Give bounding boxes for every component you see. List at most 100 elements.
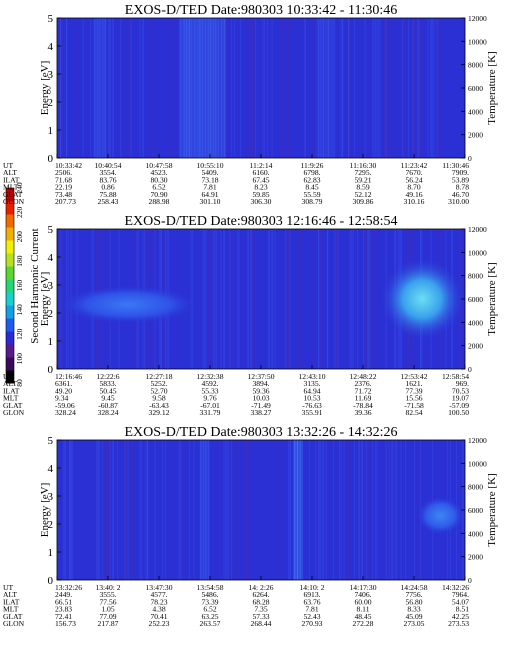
spectrogram-panel: EXOS-D/TED Date:980303 13:32:26 - 14:32:…	[3, 425, 498, 628]
orbit-row-value: 12:16:46	[55, 372, 82, 381]
y2-tick-label: 4000	[468, 529, 483, 538]
orbit-row-value: 14: 2:26	[248, 583, 273, 592]
colorbar-tick-label: 160	[15, 280, 24, 292]
spectrogram-feature	[298, 440, 300, 580]
orbit-row-label: GLAT	[3, 190, 23, 199]
orbit-row-value: 272.28	[353, 619, 374, 628]
orbit-row-value: 73.39	[201, 597, 218, 606]
orbit-row-value: 13:54:58	[196, 583, 223, 592]
orbit-row-value: 7964.	[452, 590, 469, 599]
spectrogram-feature	[184, 18, 186, 158]
y-tick-label: 2	[48, 308, 54, 320]
panel-title: EXOS-D/TED Date:980303 13:32:26 - 14:32:…	[125, 425, 398, 440]
colorbar-swatch	[6, 318, 14, 332]
y2-tick-label: 10000	[468, 248, 487, 257]
orbit-row-value: 64.94	[303, 386, 320, 395]
orbit-row-value: 70.41	[150, 612, 167, 621]
orbit-row-value: 19.07	[452, 394, 469, 403]
orbit-row-value: 7.35	[254, 605, 267, 614]
orbit-row-value: 11:9:26	[301, 161, 324, 170]
y-tick-label: 1	[48, 125, 54, 137]
colorbar-swatch	[6, 279, 14, 293]
spectrogram-feature	[98, 18, 100, 158]
orbit-row-value: 306.30	[251, 197, 272, 206]
orbit-row-value: 309.86	[353, 197, 374, 206]
spectrogram-feature	[327, 18, 329, 158]
orbit-row-value: 11:30:46	[442, 161, 469, 170]
orbit-row-label: GLAT	[3, 612, 23, 621]
orbit-row-value: 70.53	[452, 386, 469, 395]
y2-tick-label: 10000	[468, 459, 487, 468]
spectrogram-feature	[200, 18, 202, 158]
orbit-row-value: 338.27	[251, 408, 272, 417]
orbit-row-value: 11:23:42	[401, 161, 428, 170]
orbit-row-value: 64.91	[201, 190, 218, 199]
orbit-row-value: 8.70	[407, 183, 420, 192]
y-tick-label: 2	[48, 519, 54, 531]
y-axis-label: Energy [eV]	[39, 61, 51, 115]
orbit-row-value: 969.	[456, 379, 469, 388]
orbit-row-value: 56.80	[405, 597, 422, 606]
orbit-row-value: 2449.	[55, 590, 72, 599]
spectrogram-feature	[224, 18, 226, 158]
colorbar: 80 100 120 140 160 180 200 220 240 Second Harmoni…	[5, 182, 41, 387]
orbit-row-value: 77.56	[99, 597, 116, 606]
orbit-row-value: 78.23	[150, 597, 167, 606]
spectrogram-feature	[206, 18, 208, 158]
spectrogram-feature	[103, 18, 105, 158]
orbit-row-value: 3555.	[99, 590, 116, 599]
y2-tick-label: 4000	[468, 107, 483, 116]
orbit-row-value: 6361.	[55, 379, 72, 388]
orbit-row-value: 8.23	[254, 183, 267, 192]
orbit-row-value: 7909.	[452, 168, 469, 177]
orbit-row-value: 329.12	[149, 408, 170, 417]
orbit-row-value: 273.05	[404, 619, 425, 628]
spectrogram-feature	[96, 18, 99, 158]
spectrogram-feature	[193, 18, 195, 158]
orbit-row-value: 63.76	[303, 597, 320, 606]
spectrogram-feature	[104, 18, 107, 158]
orbit-row-value: 5252.	[150, 379, 167, 388]
spectrogram-feature	[334, 18, 336, 158]
spectrogram-feature	[319, 18, 321, 158]
spectrogram-feature	[198, 18, 200, 158]
orbit-row-value: 10:40:54	[94, 161, 121, 170]
y2-tick-label: 8000	[468, 61, 483, 70]
spectrogram-panel: EXOS-D/TED Date:980303 12:16:46 - 12:58:…	[3, 214, 498, 417]
y2-tick-label: 12000	[468, 14, 487, 23]
colorbar-swatch	[6, 227, 14, 241]
orbit-row-value: 355.91	[302, 408, 323, 417]
colorbar-swatch	[6, 253, 14, 267]
panel-title: EXOS-D/TED Date:980303 10:33:42 - 11:30:…	[125, 3, 397, 18]
orbit-row-value: 15.56	[405, 394, 422, 403]
orbit-row-value: 59.85	[252, 190, 269, 199]
orbit-row-value: 50.45	[99, 386, 116, 395]
colorbar-tick-label: 240	[15, 182, 24, 194]
orbit-row-value: 3894.	[252, 379, 269, 388]
spectrogram-feature	[203, 18, 205, 158]
orbit-row-value: 8.51	[456, 605, 469, 614]
spectrogram-feature	[318, 18, 320, 158]
orbit-row-value: 308.79	[302, 197, 323, 206]
orbit-row-value: -63.43	[149, 401, 169, 410]
colorbar-swatch	[6, 266, 14, 280]
orbit-row-value: 9.45	[101, 394, 114, 403]
orbit-row-value: 5486.	[201, 590, 218, 599]
spectrogram-feature	[208, 18, 210, 158]
spectrogram-feature	[100, 18, 102, 158]
y2-tick-label: 12000	[468, 225, 487, 234]
orbit-row-label: GLON	[3, 408, 25, 417]
orbit-row-value: 52.70	[150, 386, 167, 395]
orbit-row-value: 310.00	[448, 197, 469, 206]
orbit-row-value: 73.48	[55, 190, 72, 199]
spectrogram-feature	[324, 18, 326, 158]
spectrogram-feature	[326, 18, 328, 158]
orbit-row-value: 12:32:38	[196, 372, 223, 381]
spectrogram-feature	[201, 18, 203, 158]
y-tick-label: 3	[48, 280, 54, 292]
orbit-row-value: 54.07	[452, 597, 469, 606]
orbit-row-value: 22.19	[55, 183, 72, 192]
orbit-row-value: 2376.	[354, 379, 371, 388]
spectrogram-feature	[101, 18, 103, 158]
spectrogram-feature	[301, 440, 303, 580]
